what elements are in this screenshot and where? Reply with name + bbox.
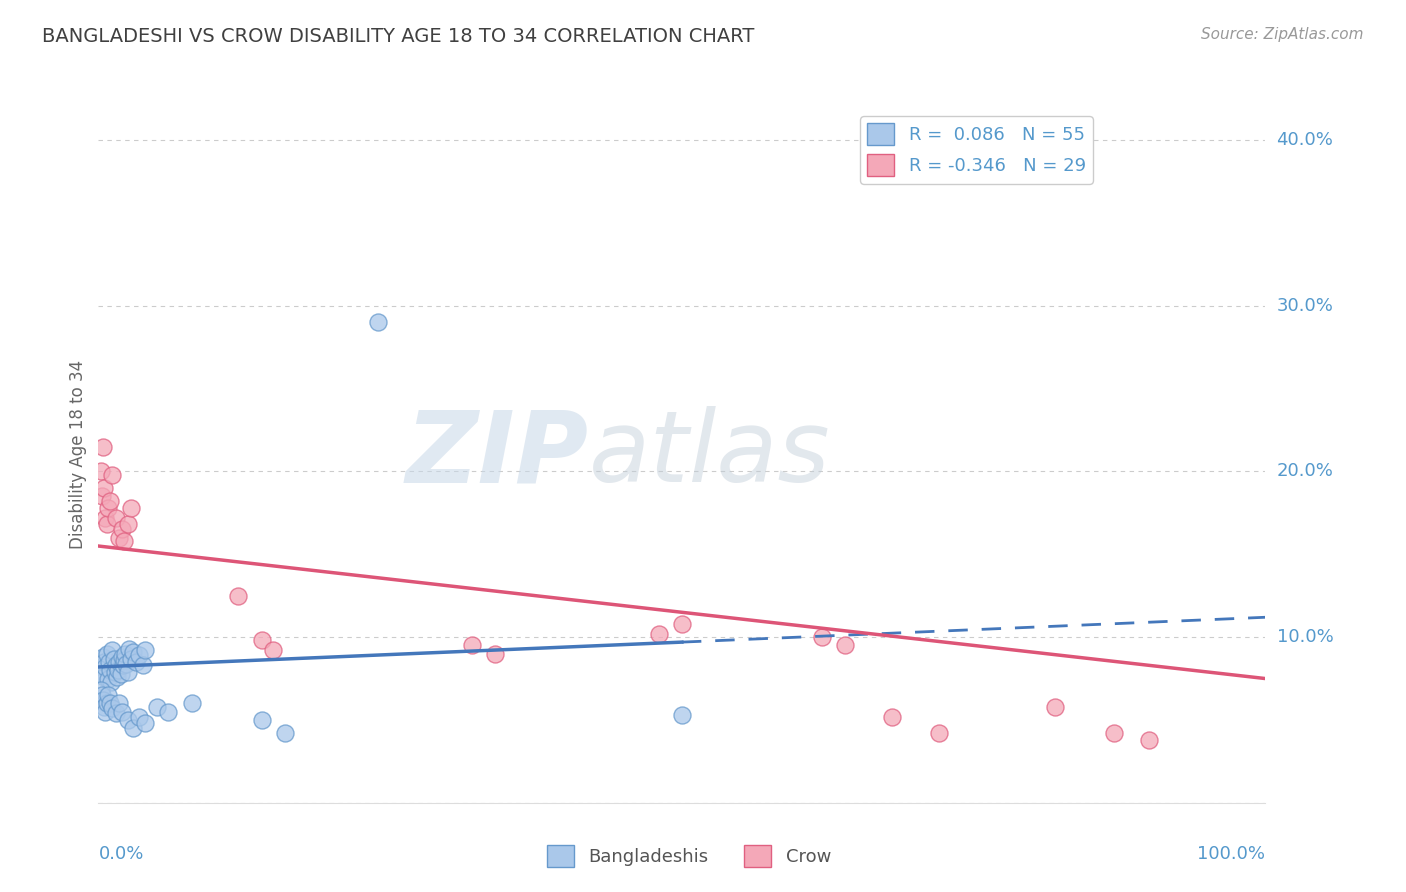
Point [93, 655, 115, 669]
Legend: R =  0.086   N = 55, R = -0.346   N = 29: R = 0.086 N = 55, R = -0.346 N = 29 [860, 116, 1092, 184]
Point [93, 481, 115, 495]
Point [96, 517, 118, 532]
Point [91, 693, 114, 707]
Point [104, 665, 127, 679]
Point [101, 701, 124, 715]
Point [1045, 699, 1067, 714]
Point [122, 645, 145, 659]
Point [97, 655, 120, 669]
Point [118, 641, 141, 656]
Legend: Bangladeshis, Crow: Bangladeshis, Crow [540, 838, 838, 874]
Text: 0.0%: 0.0% [98, 845, 143, 863]
Point [104, 706, 127, 721]
Point [90, 688, 112, 702]
Point [484, 647, 506, 661]
Point [94, 705, 117, 719]
Point [97, 500, 120, 515]
Point [97, 688, 120, 702]
Point [274, 726, 297, 740]
Point [117, 713, 139, 727]
Text: 100.0%: 100.0% [1198, 845, 1265, 863]
Text: 20.0%: 20.0% [1277, 462, 1333, 481]
Point [928, 726, 950, 740]
Point [111, 650, 134, 665]
Point [115, 657, 138, 671]
Point [97, 672, 120, 686]
Text: BANGLADESHI VS CROW DISABILITY AGE 18 TO 34 CORRELATION CHART: BANGLADESHI VS CROW DISABILITY AGE 18 TO… [42, 27, 755, 45]
Point [111, 658, 134, 673]
Point [880, 709, 903, 723]
Point [93, 670, 115, 684]
Point [250, 633, 273, 648]
Point [671, 616, 693, 631]
Point [98, 494, 121, 508]
Point [111, 523, 134, 537]
Point [120, 500, 142, 515]
Point [90, 683, 112, 698]
Point [110, 666, 132, 681]
Point [94, 660, 117, 674]
Text: 30.0%: 30.0% [1277, 297, 1333, 315]
Point [107, 663, 129, 677]
Point [98, 663, 121, 677]
Point [105, 670, 128, 684]
Point [112, 653, 135, 667]
Point [100, 674, 122, 689]
Point [103, 651, 125, 665]
Point [262, 643, 284, 657]
Point [108, 697, 131, 711]
Text: 40.0%: 40.0% [1277, 131, 1333, 149]
Point [132, 658, 155, 673]
Point [104, 511, 127, 525]
Text: Source: ZipAtlas.com: Source: ZipAtlas.com [1201, 27, 1364, 42]
Point [228, 589, 250, 603]
Point [108, 655, 131, 669]
Point [117, 665, 139, 679]
Point [96, 647, 118, 661]
Point [101, 643, 124, 657]
Text: ZIP: ZIP [405, 407, 589, 503]
Point [90, 465, 112, 479]
Point [1137, 732, 1160, 747]
Point [125, 655, 148, 669]
Point [180, 697, 202, 711]
Point [122, 721, 145, 735]
Point [811, 630, 834, 644]
Point [90, 666, 112, 681]
Point [108, 531, 131, 545]
Point [250, 713, 273, 727]
Point [91, 440, 114, 454]
Point [461, 639, 484, 653]
Point [1102, 726, 1125, 740]
Point [128, 709, 150, 723]
Point [128, 648, 150, 663]
Point [112, 534, 135, 549]
Point [117, 517, 139, 532]
Point [120, 651, 142, 665]
Point [104, 658, 127, 673]
Point [671, 708, 693, 723]
Point [114, 647, 136, 661]
Point [367, 315, 389, 329]
Y-axis label: Disability Age 18 to 34: Disability Age 18 to 34 [69, 360, 87, 549]
Point [146, 699, 169, 714]
Point [134, 716, 156, 731]
Point [834, 639, 856, 653]
Point [94, 511, 117, 525]
Point [91, 650, 114, 665]
Point [90, 489, 112, 503]
Point [647, 627, 669, 641]
Point [90, 660, 112, 674]
Point [93, 699, 115, 714]
Text: 10.0%: 10.0% [1277, 628, 1333, 646]
Point [157, 705, 180, 719]
Point [134, 643, 156, 657]
Point [101, 467, 124, 482]
Text: atlas: atlas [589, 407, 830, 503]
Point [98, 697, 121, 711]
Point [111, 705, 134, 719]
Point [96, 697, 118, 711]
